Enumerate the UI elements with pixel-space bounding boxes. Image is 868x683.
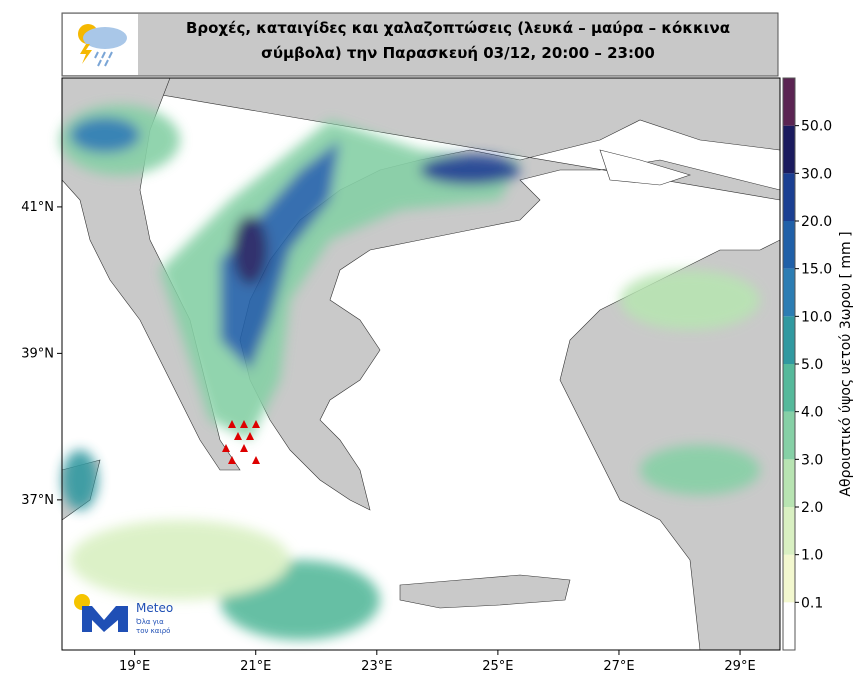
precip-area bbox=[70, 117, 140, 153]
colorbar-segment bbox=[783, 364, 795, 412]
x-tick-label: 25°E bbox=[482, 659, 513, 674]
y-tick-label: 37°N bbox=[21, 493, 54, 508]
colorbar-segment bbox=[783, 221, 795, 269]
colorbar-tick-label: 5.0 bbox=[801, 357, 823, 373]
crete bbox=[399, 574, 571, 609]
colorbar-tick-label: 3.0 bbox=[801, 452, 823, 468]
x-tick-label: 29°E bbox=[724, 659, 755, 674]
logo-tagline: τον καιρό bbox=[136, 627, 170, 635]
precip-area bbox=[220, 140, 340, 370]
colorbar-label: Αθροιστικό ύψος υετού 3ωρου [ mm ] bbox=[838, 231, 854, 496]
colorbar-tick-label: 20.0 bbox=[801, 214, 832, 230]
colorbar-segment bbox=[783, 602, 795, 650]
logo-mark bbox=[82, 606, 128, 632]
colorbar-segment bbox=[783, 125, 795, 174]
y-tick-label: 41°N bbox=[21, 200, 54, 215]
x-tick-label: 27°E bbox=[603, 659, 634, 674]
colorbar-segment bbox=[783, 411, 795, 460]
lightning bbox=[80, 44, 92, 64]
axes: 19°E 21°E 23°E 25°E 27°E 29°E 37°N 39°N 41°N bbox=[21, 200, 755, 674]
logo-tagline: Όλα για bbox=[135, 618, 164, 626]
colorbar-tick-label: 1.0 bbox=[801, 548, 823, 564]
title-box bbox=[61, 12, 779, 77]
colorbar-tick-label: 0.1 bbox=[801, 595, 823, 611]
precip-area bbox=[62, 450, 98, 510]
precip-area bbox=[420, 155, 520, 185]
colorbar-tick-label: 50.0 bbox=[801, 119, 832, 135]
colorbar-segment bbox=[783, 507, 795, 555]
logo-name: Meteo bbox=[136, 601, 173, 615]
colorbar-segment bbox=[783, 554, 795, 603]
y-tick-label: 39°N bbox=[21, 346, 54, 361]
precip-area bbox=[232, 215, 268, 285]
title-line: σύμβολα) την Παρασκευή 03/12, 20:00 – 23… bbox=[261, 44, 655, 62]
precipitation bbox=[60, 105, 760, 640]
colorbar-tick-label: 2.0 bbox=[801, 500, 823, 516]
hail-marker bbox=[222, 420, 260, 464]
colorbar-segment bbox=[783, 78, 795, 126]
colorbar-segment bbox=[783, 268, 795, 317]
colorbar-tick-label: 30.0 bbox=[801, 166, 832, 182]
precip-area bbox=[620, 270, 760, 330]
colorbar-segment bbox=[783, 316, 795, 364]
cloud bbox=[83, 27, 127, 49]
title-line: Βροχές, καταιγίδες και χαλαζοπτώσεις (λε… bbox=[186, 19, 730, 37]
colorbar-tick-label: 10.0 bbox=[801, 309, 832, 325]
rain bbox=[94, 51, 113, 67]
hail-symbols bbox=[222, 420, 260, 464]
x-tick-label: 19°E bbox=[119, 659, 150, 674]
marmara bbox=[599, 149, 691, 186]
colorbar: 0.1 1.0 2.0 3.0 4.0 5.0 10.0 15.0 20.0 30.0 50.0 bbox=[782, 77, 832, 651]
precip-area bbox=[640, 445, 760, 495]
colorbar-tick-label: 4.0 bbox=[801, 405, 823, 421]
map-frame bbox=[61, 77, 781, 651]
colorbar-segment bbox=[783, 173, 795, 221]
x-tick-label: 21°E bbox=[240, 659, 271, 674]
x-tick-label: 23°E bbox=[361, 659, 392, 674]
colorbar-segment bbox=[783, 459, 795, 507]
logo: Meteo Όλα για τον καιρό bbox=[74, 594, 173, 635]
colorbar-tick-label: 15.0 bbox=[801, 262, 832, 278]
weather-icon bbox=[78, 24, 127, 67]
precip-area bbox=[70, 520, 290, 600]
